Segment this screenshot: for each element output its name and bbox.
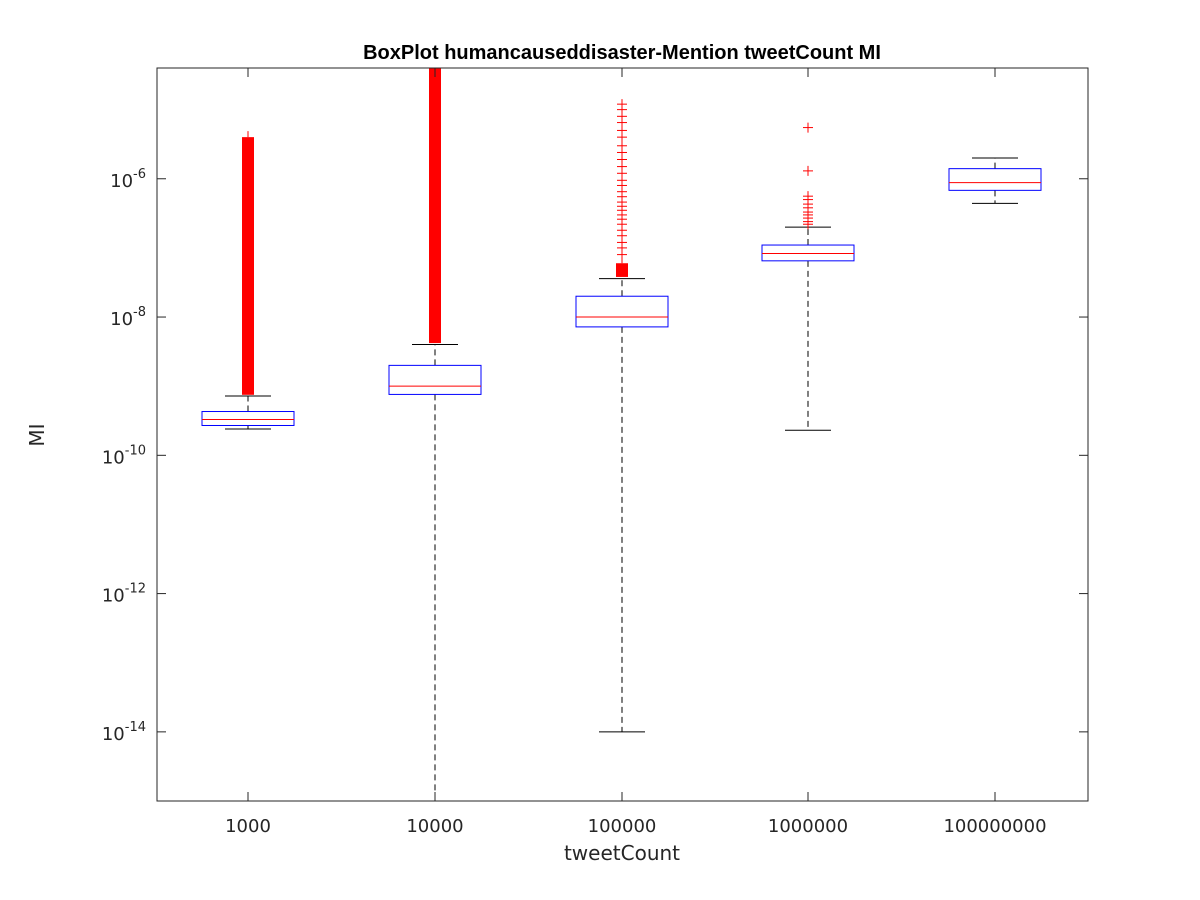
iqr-box <box>761 244 855 262</box>
y-tick-label: 10-10 <box>102 443 146 468</box>
iqr-box <box>948 168 1042 191</box>
x-tick-label: 100000 <box>588 816 657 837</box>
iqr-box <box>575 295 669 328</box>
box-1000000 <box>761 122 855 431</box>
dense-outlier-band <box>429 68 441 344</box>
y-tick-label: 10-12 <box>102 582 146 607</box>
box-10000 <box>388 68 482 802</box>
x-axis-label: tweetCount <box>564 841 680 865</box>
iqr-box <box>201 411 295 426</box>
y-tick-label: 10-8 <box>110 305 146 330</box>
outlier-marker <box>803 191 813 202</box>
outlier-marker <box>617 99 627 110</box>
box-100000000 <box>948 157 1042 204</box>
x-tick-label: 1000000 <box>768 816 848 837</box>
iqr-box <box>388 364 482 395</box>
y-tick-label: 10-6 <box>110 167 146 192</box>
dense-outlier-band <box>242 137 254 395</box>
box-100000 <box>575 99 669 733</box>
outlier-marker <box>803 122 813 133</box>
outlier-marker <box>803 165 813 176</box>
box-1000 <box>201 131 295 430</box>
plot-area <box>201 68 1042 802</box>
x-tick-label: 1000 <box>225 816 271 837</box>
chart-title: BoxPlot humancauseddisaster-Mention twee… <box>363 42 881 64</box>
outlier-marker <box>617 140 627 151</box>
x-tick-label: 100000000 <box>943 816 1046 837</box>
y-axis-label: MI <box>25 423 49 446</box>
x-tick-label: 10000 <box>406 816 463 837</box>
dense-outlier-band <box>616 263 628 277</box>
y-tick-label: 10-14 <box>102 720 146 745</box>
axis-ticks: 10-14 10-12 10-10 10-8 10-6 1000 10000 100000 10… <box>102 68 1088 837</box>
